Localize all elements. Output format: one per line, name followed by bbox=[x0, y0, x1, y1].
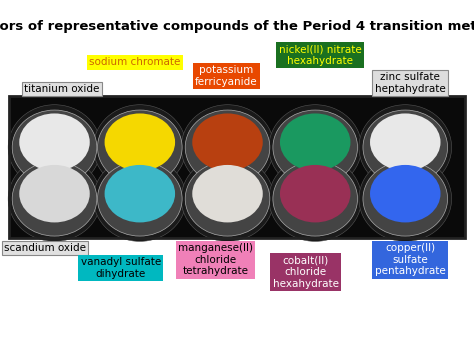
Text: manganese(II)
chloride
tetrahydrate: manganese(II) chloride tetrahydrate bbox=[178, 243, 253, 277]
Ellipse shape bbox=[370, 165, 440, 223]
Text: sodium chromate: sodium chromate bbox=[90, 58, 181, 67]
Ellipse shape bbox=[105, 114, 175, 171]
Text: scandium oxide: scandium oxide bbox=[4, 243, 86, 253]
Ellipse shape bbox=[273, 110, 357, 185]
Ellipse shape bbox=[185, 110, 270, 185]
Ellipse shape bbox=[98, 110, 182, 185]
Ellipse shape bbox=[269, 105, 362, 190]
Ellipse shape bbox=[185, 162, 270, 236]
Ellipse shape bbox=[280, 114, 350, 171]
Ellipse shape bbox=[269, 156, 362, 241]
Ellipse shape bbox=[359, 105, 452, 190]
Ellipse shape bbox=[93, 156, 186, 241]
Ellipse shape bbox=[359, 156, 452, 241]
Ellipse shape bbox=[192, 114, 263, 171]
Ellipse shape bbox=[93, 105, 186, 190]
FancyBboxPatch shape bbox=[9, 96, 465, 238]
Ellipse shape bbox=[363, 162, 447, 236]
Ellipse shape bbox=[98, 162, 182, 236]
Ellipse shape bbox=[19, 165, 90, 223]
Ellipse shape bbox=[12, 110, 97, 185]
Text: zinc sulfate
heptahydrate: zinc sulfate heptahydrate bbox=[374, 72, 446, 94]
Ellipse shape bbox=[273, 162, 357, 236]
Ellipse shape bbox=[370, 114, 440, 171]
Ellipse shape bbox=[181, 105, 274, 190]
Text: Colors of representative compounds of the Period 4 transition metals: Colors of representative compounds of th… bbox=[0, 20, 474, 33]
Ellipse shape bbox=[181, 156, 274, 241]
Ellipse shape bbox=[12, 162, 97, 236]
Ellipse shape bbox=[8, 156, 101, 241]
Ellipse shape bbox=[280, 165, 350, 223]
Ellipse shape bbox=[8, 105, 101, 190]
Text: potassium
ferricyanide: potassium ferricyanide bbox=[195, 65, 258, 87]
Text: cobalt(II)
chloride
hexahydrate: cobalt(II) chloride hexahydrate bbox=[273, 256, 339, 289]
Text: copper(II)
sulfate
pentahydrate: copper(II) sulfate pentahydrate bbox=[374, 243, 446, 277]
Ellipse shape bbox=[105, 165, 175, 223]
Text: nickel(II) nitrate
hexahydrate: nickel(II) nitrate hexahydrate bbox=[279, 44, 361, 66]
Ellipse shape bbox=[192, 165, 263, 223]
Ellipse shape bbox=[363, 110, 447, 185]
Text: titanium oxide: titanium oxide bbox=[24, 84, 100, 94]
Text: vanadyl sulfate
dihydrate: vanadyl sulfate dihydrate bbox=[81, 257, 161, 279]
Ellipse shape bbox=[19, 114, 90, 171]
